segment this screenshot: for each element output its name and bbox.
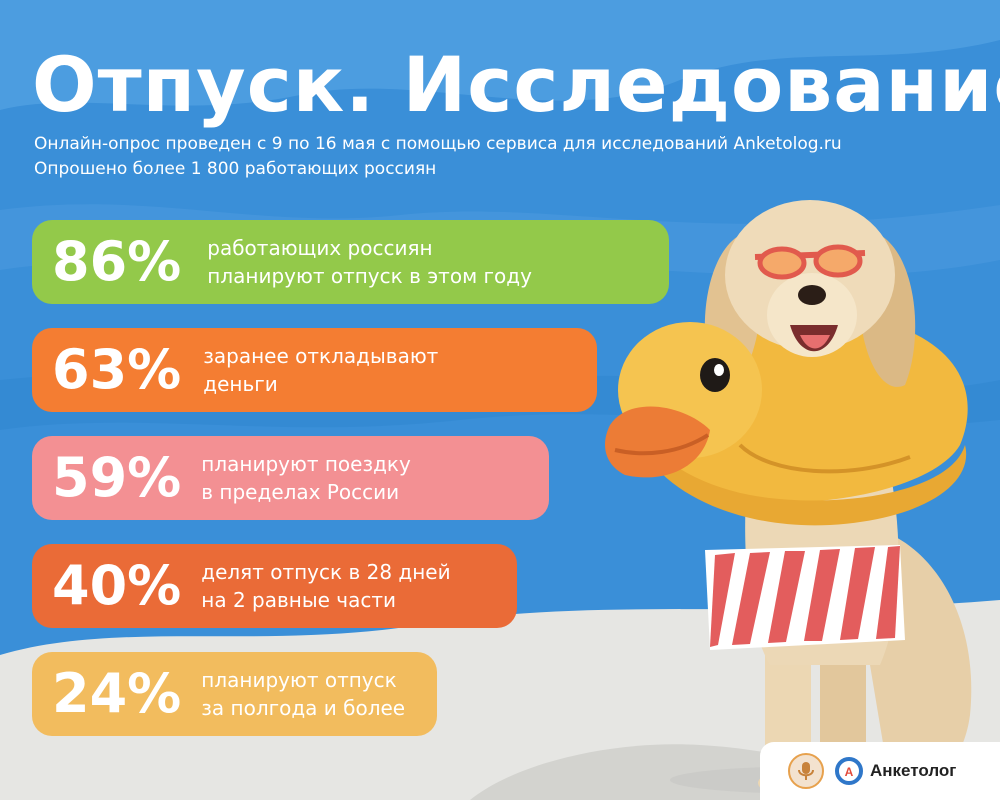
stat-line: планируют поездку [201,452,411,476]
anketolog-logo-icon: A [835,757,863,785]
stat-line: планируют отпуск в этом году [207,264,532,288]
page-title: Отпуск. Исследование [32,40,1000,129]
stat-line: планируют отпуск [201,668,397,692]
stat-line: работающих россиян [207,236,433,260]
swim-goggles [754,244,866,280]
stat-card-40: 40% делят отпуск в 28 дней на 2 равные ч… [32,544,517,628]
brand-name: Анкетолог [870,761,957,780]
stat-line: деньги [203,372,278,396]
stat-percent: 24% [52,662,182,725]
survey-description: Онлайн-опрос проведен с 9 по 16 мая с по… [34,134,842,154]
stat-card-86: 86% работающих россиян планируют отпуск … [32,220,669,304]
stat-card-63: 63% заранее откладывают деньги [32,328,597,412]
stat-line: за полгода и более [201,696,406,720]
respondents-count: Опрошено более 1 800 работающих россиян [34,159,437,179]
stat-description: планируют поездку в пределах России [201,450,411,506]
stat-description: планируют отпуск за полгода и более [201,666,405,722]
stat-percent: 40% [52,554,182,617]
stat-percent: 63% [52,338,182,401]
stat-line: заранее откладывают [203,344,439,368]
stat-card-59: 59% планируют поездку в пределах России [32,436,549,520]
striped-trunks [705,545,905,650]
dog-in-duck-float-illustration [605,200,972,795]
svg-text:A: A [845,765,854,779]
stat-description: делят отпуск в 28 дней на 2 равные части [201,558,450,614]
stat-card-24: 24% планируют отпуск за полгода и более [32,652,437,736]
stat-description: заранее откладывают деньги [203,342,438,398]
stat-line: в пределах России [201,480,400,504]
logo-bar: A Анкетолог [760,742,1000,800]
stat-percent: 59% [52,446,182,509]
stat-line: на 2 равные части [201,588,397,612]
stat-line: делят отпуск в 28 дней [201,560,451,584]
microphone-badge-icon [788,753,824,789]
stat-percent: 86% [52,230,182,293]
stat-description: работающих россиян планируют отпуск в эт… [207,234,532,290]
